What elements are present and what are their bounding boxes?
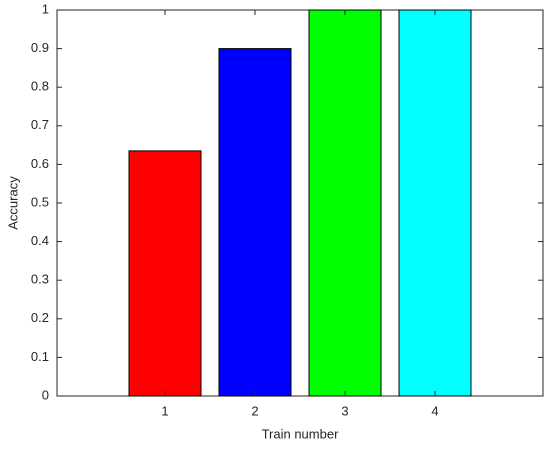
y-axis-label: Accuracy <box>5 176 20 230</box>
y-tick-label: 0.7 <box>31 117 49 132</box>
x-axis-label: Train number <box>262 426 339 441</box>
x-tick-label: 1 <box>161 403 168 418</box>
x-tick-label: 2 <box>251 403 258 418</box>
y-tick-label: 1 <box>42 1 49 16</box>
y-tick-label: 0.9 <box>31 40 49 55</box>
bar <box>398 9 472 397</box>
y-tick-label: 0.4 <box>31 233 49 248</box>
x-tick-label: 4 <box>431 403 438 418</box>
y-tick-label: 0.6 <box>31 156 49 171</box>
y-tick-label: 0.5 <box>31 194 49 209</box>
bar <box>128 150 202 397</box>
y-tick-label: 0 <box>42 387 49 402</box>
x-tick-label: 3 <box>341 403 348 418</box>
y-tick-label: 0.8 <box>31 79 49 94</box>
y-tick-label: 0.3 <box>31 272 49 287</box>
bar <box>218 48 292 397</box>
bar <box>308 9 382 397</box>
y-tick-label: 0.2 <box>31 310 49 325</box>
y-tick-label: 0.1 <box>31 349 49 364</box>
